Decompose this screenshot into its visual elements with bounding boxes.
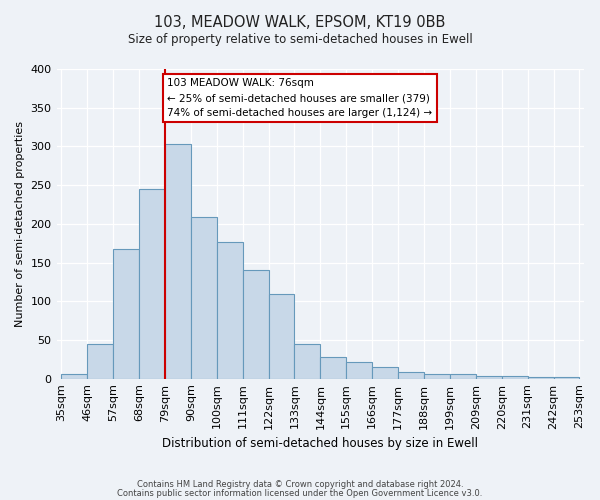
Bar — [191, 217, 217, 378]
Bar — [87, 344, 113, 378]
Bar — [61, 374, 87, 378]
Bar — [346, 362, 372, 378]
Bar — [476, 376, 502, 378]
Bar — [450, 374, 476, 378]
Text: 103, MEADOW WALK, EPSOM, KT19 0BB: 103, MEADOW WALK, EPSOM, KT19 0BB — [154, 15, 446, 30]
Bar — [424, 374, 450, 378]
Text: Contains public sector information licensed under the Open Government Licence v3: Contains public sector information licen… — [118, 489, 482, 498]
Y-axis label: Number of semi-detached properties: Number of semi-detached properties — [15, 121, 25, 327]
Text: Contains HM Land Registry data © Crown copyright and database right 2024.: Contains HM Land Registry data © Crown c… — [137, 480, 463, 489]
Bar — [527, 377, 554, 378]
Bar — [372, 367, 398, 378]
Bar — [242, 270, 269, 378]
Bar — [554, 377, 580, 378]
Bar — [502, 376, 527, 378]
Bar — [217, 242, 242, 378]
Bar — [139, 189, 165, 378]
Bar — [269, 294, 295, 378]
Text: 103 MEADOW WALK: 76sqm
← 25% of semi-detached houses are smaller (379)
74% of se: 103 MEADOW WALK: 76sqm ← 25% of semi-det… — [167, 78, 433, 118]
Bar — [113, 250, 139, 378]
Text: Size of property relative to semi-detached houses in Ewell: Size of property relative to semi-detach… — [128, 32, 472, 46]
Bar — [295, 344, 320, 378]
Bar — [165, 144, 191, 378]
X-axis label: Distribution of semi-detached houses by size in Ewell: Distribution of semi-detached houses by … — [163, 437, 478, 450]
Bar — [320, 357, 346, 378]
Bar — [398, 372, 424, 378]
